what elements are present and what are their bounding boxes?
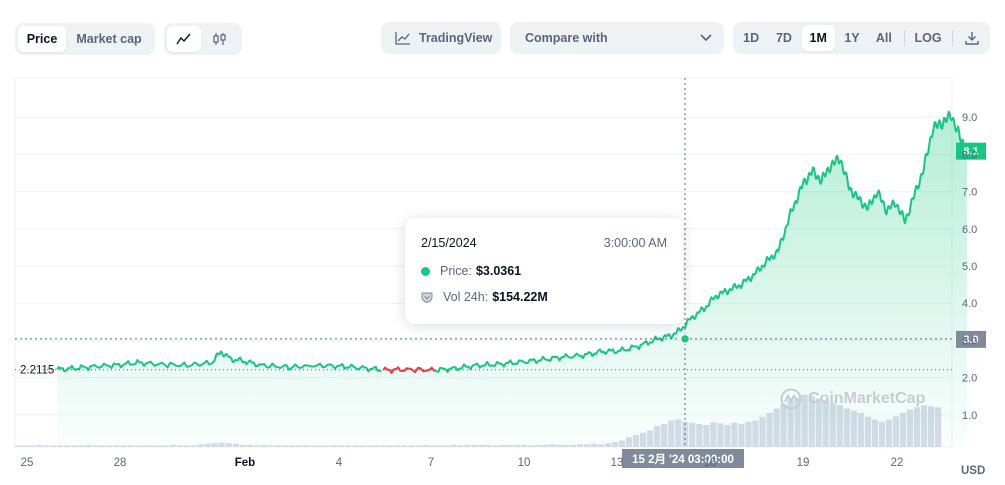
volume-bar: [15, 445, 22, 447]
x-tick-label: 7: [428, 457, 434, 469]
x-tick-label: 10: [518, 457, 531, 469]
watermark: CoinMarketCap: [780, 388, 925, 410]
x-tick-label: 28: [114, 457, 127, 469]
unit-label: USD: [961, 465, 985, 477]
y-tick-label: 4.0: [962, 298, 977, 310]
y-tick-label: 7.0: [962, 187, 977, 199]
y-tick-label: 6.0: [962, 224, 977, 236]
price-line: [56, 110, 968, 374]
y-tick-label: 5.0: [962, 261, 977, 273]
current-price-text: 8.1: [963, 146, 978, 158]
x-tick-label: 4: [336, 457, 343, 469]
chart-type-toggle: [164, 23, 242, 55]
x-tick-label: 25: [21, 457, 34, 469]
candlestick-chart-button[interactable]: [203, 26, 237, 52]
y-tick-label: 3.0: [962, 335, 977, 347]
x-tick-label: 13: [611, 457, 624, 469]
current-price-badge: [956, 142, 986, 160]
line-chart-icon: [176, 33, 191, 45]
crosshair-point: [679, 333, 691, 345]
tradingview-button[interactable]: TradingView: [381, 22, 501, 54]
price-tab[interactable]: Price: [18, 26, 66, 52]
tradingview-label: TradingView: [419, 31, 493, 45]
price-marketcap-toggle: Price Market cap: [15, 23, 155, 55]
tooltip-volume-label: Vol 24h:: [443, 290, 489, 304]
tooltip-time: 3:00:00 AM: [603, 236, 667, 250]
volume-bar: [50, 445, 57, 447]
x-tick-label: 22: [891, 457, 904, 469]
candlestick-icon: [213, 33, 226, 45]
tooltip-date: 2/15/2024: [421, 236, 477, 250]
watermark-text: CoinMarketCap: [808, 390, 926, 407]
tooltip-price-value: $3.0361: [475, 264, 522, 278]
y-tick-label: 1.0: [962, 410, 977, 422]
crosshair-time-badge: [622, 449, 744, 468]
range-all[interactable]: All: [875, 31, 892, 45]
chart-overlays: 2.2115 3.0 15 2月 '24 03:00:00 8.1: [15, 78, 986, 468]
range-1d[interactable]: 1D: [743, 31, 760, 45]
volume-bar: [22, 445, 29, 447]
compare-with-dropdown[interactable]: Compare with: [510, 22, 724, 54]
range-1m[interactable]: 1M: [801, 25, 835, 51]
tradingview-chart-icon: [395, 32, 410, 45]
price-tooltip: 2/15/2024 3:00:00 AM Price: $3.0361 Vol …: [405, 218, 683, 324]
price-area: [57, 111, 967, 447]
download-button[interactable]: [958, 25, 987, 51]
y-tick-label: 9.0: [962, 112, 977, 124]
crosshair-time-text: 15 2月 '24 03:00:00: [632, 453, 734, 466]
toolbar-divider: [951, 30, 953, 46]
y-tick-label: 8.0: [962, 149, 977, 161]
x-tick-label: 16: [704, 457, 717, 469]
start-price-label: 2.2115: [20, 365, 54, 377]
tooltip-volume-value: $154.22M: [492, 290, 548, 304]
log-scale-toggle[interactable]: LOG: [914, 31, 942, 45]
crosshair-price-text: 3.0: [963, 334, 978, 346]
chevron-down-icon: [700, 34, 712, 42]
line-chart-button[interactable]: [167, 26, 201, 52]
range-7d[interactable]: 7D: [775, 31, 792, 45]
volume-shield-icon: [421, 292, 433, 303]
time-range-selector: 1D 7D 1M 1Y All LOG: [733, 22, 990, 54]
market-cap-tab[interactable]: Market cap: [76, 32, 142, 46]
y-tick-label: 2.0: [962, 373, 977, 385]
price-line-down: [382, 366, 436, 374]
price-dot-icon: [421, 266, 430, 276]
x-tick-label: 19: [797, 457, 810, 469]
price-area-fill: [57, 111, 967, 447]
coinmarketcap-logo-icon: [780, 388, 802, 410]
tooltip-price-label: Price:: [440, 264, 472, 278]
x-tick-label: Feb: [235, 457, 255, 469]
volume-bar: [36, 444, 43, 447]
download-icon: [965, 32, 980, 45]
range-1y[interactable]: 1Y: [844, 31, 860, 45]
volume-bar: [29, 445, 36, 447]
crosshair-price-badge: [956, 330, 986, 348]
chart-axes: 1.0 2.0 3.0 4.0 5.0 6.0 7.0 8.0 9.0 25 28 Feb 4 7 10 13…: [21, 112, 986, 477]
compare-with-label: Compare with: [525, 31, 608, 45]
price-line-up: [56, 350, 382, 373]
price-line-up: [434, 110, 968, 374]
toolbar-divider: [903, 30, 905, 46]
volume-bar: [43, 445, 50, 447]
